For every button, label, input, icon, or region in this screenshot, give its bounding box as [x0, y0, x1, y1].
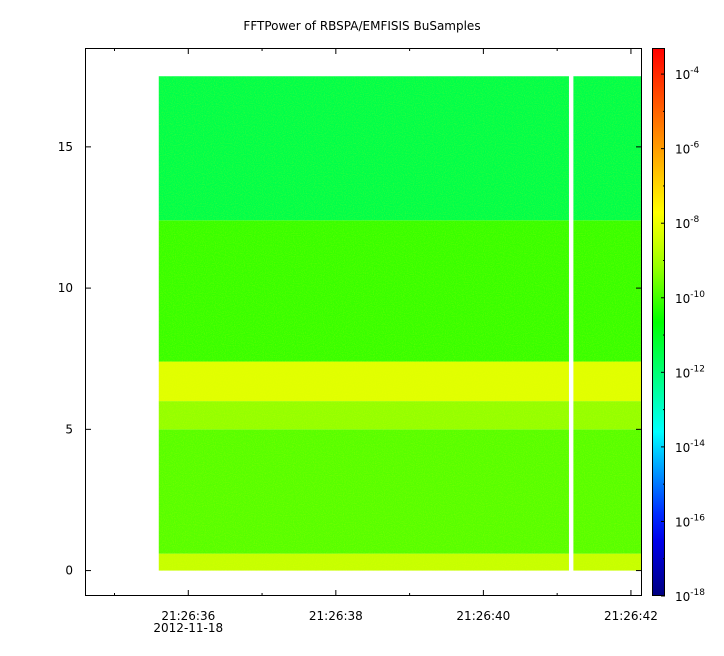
x-tick-label: 21:26:38 — [309, 609, 363, 623]
y-tick-label: 0 — [65, 564, 73, 578]
colorbar-tick-label: 10-18 — [675, 588, 705, 604]
chart-title: FFTPower of RBSPA/EMFISIS BuSamples — [243, 19, 480, 33]
colorbar-tick-label: 10-6 — [675, 141, 700, 157]
data-gap — [568, 75, 574, 572]
colorbar-tick-label: 10-10 — [675, 290, 705, 306]
colorbar-frame — [652, 48, 665, 596]
x-tick-label: 21:26:36 — [161, 609, 215, 623]
plot-frame — [85, 48, 642, 596]
x-tick-label: 21:26:42 — [604, 609, 658, 623]
x-tick-label: 21:26:40 — [456, 609, 510, 623]
x-date-label: 2012-11-18 — [153, 621, 223, 635]
y-tick-label: 10 — [58, 281, 73, 295]
y-tick-label: 15 — [58, 140, 73, 154]
spectrogram-texture — [158, 76, 642, 571]
colorbar-tick-label: 10-12 — [675, 364, 705, 380]
colorbar-tick-label: 10-4 — [675, 66, 700, 82]
colorbar-tick-label: 10-14 — [675, 439, 705, 455]
spectrogram-image — [158, 75, 642, 572]
colorbar-tick-label: 10-8 — [675, 215, 700, 231]
y-tick-label: 5 — [65, 422, 73, 436]
colorbar — [652, 48, 665, 596]
colorbar-tick-label: 10-16 — [675, 513, 705, 529]
